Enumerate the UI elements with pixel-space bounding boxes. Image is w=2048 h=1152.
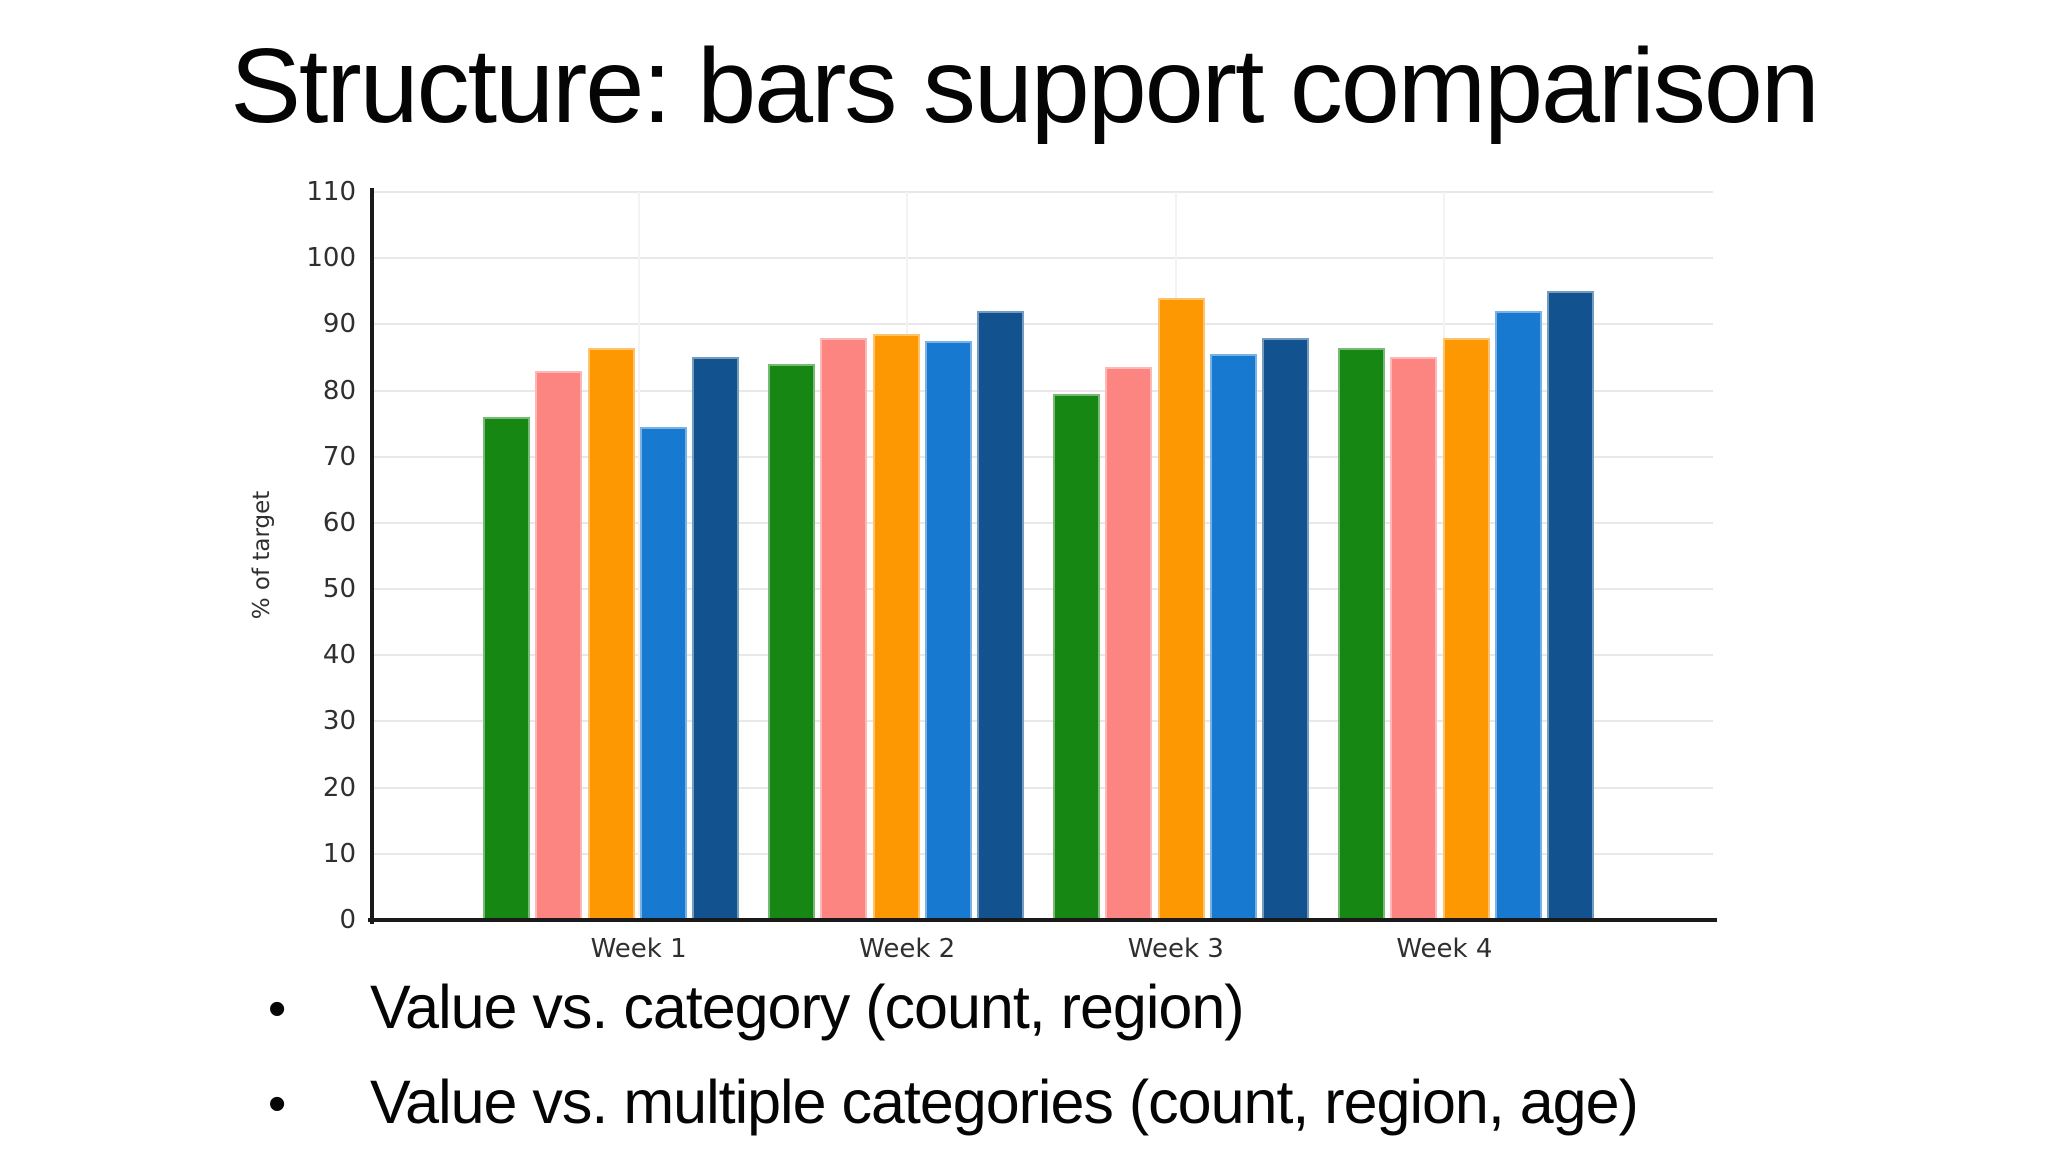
bar-week1-orange bbox=[587, 347, 635, 920]
gridline-y-30 bbox=[374, 720, 1713, 723]
bar-week4-green bbox=[1338, 347, 1385, 920]
y-tick-label-110: 110 bbox=[306, 177, 356, 207]
bullet-item: • Value vs. category (count, region) bbox=[268, 973, 1245, 1044]
bar-week2-orange bbox=[872, 334, 920, 920]
bar-week4-dark-blue bbox=[1547, 291, 1595, 920]
y-tick-label-40: 40 bbox=[322, 640, 356, 671]
x-axis-line bbox=[368, 918, 1717, 922]
y-axis-line bbox=[370, 188, 374, 924]
bullet-item: • Value vs. multiple categories (count, … bbox=[268, 1068, 1639, 1139]
bullet-dot-icon: • bbox=[268, 980, 286, 1038]
y-tick-label-50: 50 bbox=[322, 574, 356, 605]
y-tick-label-90: 90 bbox=[322, 309, 356, 340]
gridline-y-90 bbox=[374, 323, 1713, 326]
y-tick-label-10: 10 bbox=[322, 838, 356, 869]
bar-week3-orange bbox=[1157, 297, 1205, 920]
slide-title: Structure: bars support comparison bbox=[230, 27, 1820, 145]
x-tick-label-1: Week 1 bbox=[590, 934, 687, 964]
gridline-y-100 bbox=[374, 257, 1713, 260]
y-tick-label-100: 100 bbox=[306, 243, 356, 274]
bar-week1-dark-blue bbox=[692, 357, 740, 920]
y-tick-label-80: 80 bbox=[322, 375, 356, 406]
gridline-y-10 bbox=[374, 852, 1713, 855]
x-tick-label-3: Week 3 bbox=[1127, 934, 1224, 964]
bullet-text: Value vs. category (count, region) bbox=[370, 973, 1245, 1041]
x-tick-label-4: Week 4 bbox=[1396, 934, 1493, 964]
y-tick-label-20: 20 bbox=[322, 772, 356, 803]
bar-week4-blue bbox=[1494, 311, 1542, 920]
gridline-y-110 bbox=[374, 191, 1713, 193]
y-tick-label-30: 30 bbox=[322, 706, 356, 737]
bar-week1-green bbox=[483, 417, 530, 920]
gridline-x-1 bbox=[637, 192, 640, 916]
y-tick-label-70: 70 bbox=[322, 441, 356, 472]
gridline-y-20 bbox=[374, 786, 1713, 789]
bar-week1-salmon bbox=[535, 370, 583, 920]
y-tick-label-0: 0 bbox=[339, 905, 356, 935]
x-tick-label-2: Week 2 bbox=[859, 934, 956, 964]
bar-week4-orange bbox=[1442, 337, 1490, 920]
y-axis-label: % of target bbox=[249, 490, 275, 620]
gridline-y-70 bbox=[374, 455, 1713, 458]
bar-week3-green bbox=[1053, 393, 1100, 920]
gridline-y-60 bbox=[374, 521, 1713, 524]
gridline-y-40 bbox=[374, 654, 1713, 657]
bullet-text: Value vs. multiple categories (count, re… bbox=[370, 1068, 1639, 1136]
bar-week3-dark-blue bbox=[1262, 337, 1310, 920]
bar-week3-blue bbox=[1209, 354, 1257, 920]
bar-week2-dark-blue bbox=[977, 311, 1025, 920]
y-tick-label-60: 60 bbox=[322, 507, 356, 538]
bar-week4-salmon bbox=[1390, 357, 1438, 920]
bar-week1-blue bbox=[639, 426, 687, 920]
bar-week2-green bbox=[768, 364, 815, 920]
gridline-y-50 bbox=[374, 588, 1713, 591]
bar-week3-salmon bbox=[1105, 367, 1153, 920]
bullet-dot-icon: • bbox=[268, 1075, 286, 1133]
bar-week2-salmon bbox=[820, 337, 868, 920]
bar-week2-blue bbox=[924, 340, 972, 920]
gridline-y-80 bbox=[374, 389, 1713, 392]
